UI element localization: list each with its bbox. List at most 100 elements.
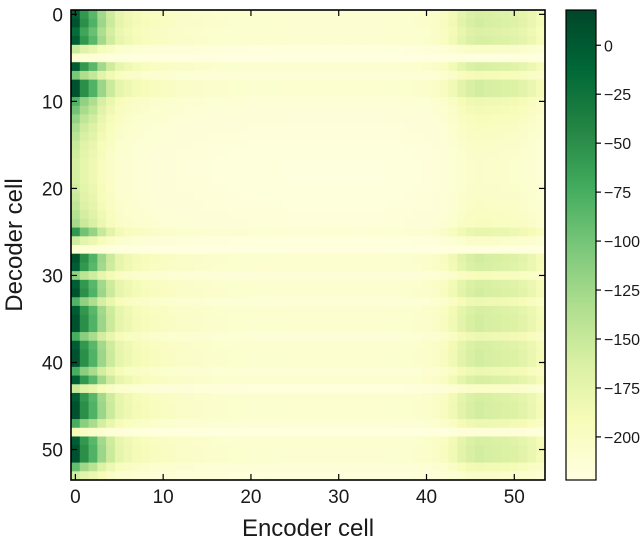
heatmap-cell <box>71 166 81 176</box>
heatmap-cell <box>422 27 432 37</box>
heatmap-cell <box>97 427 107 438</box>
heatmap-cell <box>360 44 371 55</box>
heatmap-cell <box>351 27 362 37</box>
heatmap-cell <box>211 88 221 98</box>
heatmap-cell <box>97 166 107 176</box>
heatmap-cell <box>448 323 458 333</box>
heatmap-cell <box>501 227 511 237</box>
heatmap-cell <box>387 105 397 116</box>
heatmap-cell <box>378 279 388 290</box>
heatmap-cell <box>509 349 520 359</box>
heatmap-cell <box>483 53 493 63</box>
heatmap-cell <box>457 445 467 455</box>
heatmap-cell <box>430 358 441 368</box>
heatmap-cell <box>457 10 467 20</box>
heatmap-cell <box>79 288 90 298</box>
heatmap-cell <box>457 323 467 333</box>
heatmap-cell <box>71 297 81 307</box>
heatmap-cell <box>88 462 98 472</box>
heatmap-cell <box>123 253 134 263</box>
heatmap-cell <box>79 175 90 185</box>
heatmap-cell <box>141 453 151 464</box>
heatmap-cell <box>536 419 546 429</box>
heatmap-cell <box>281 253 292 263</box>
heatmap-cell <box>387 332 397 342</box>
heatmap-cell <box>185 97 195 107</box>
heatmap-cell <box>439 384 450 394</box>
heatmap-cell <box>150 79 160 89</box>
heatmap-cell <box>448 184 458 194</box>
heatmap-cell <box>501 210 511 220</box>
heatmap-cell <box>308 44 318 55</box>
heatmap-cell <box>272 410 283 420</box>
heatmap-cell <box>290 332 300 342</box>
heatmap-cell <box>483 323 493 333</box>
heatmap-cell <box>378 44 388 55</box>
heatmap-cell <box>448 62 458 72</box>
heatmap-cell <box>167 149 177 159</box>
heatmap-cell <box>211 340 221 351</box>
heatmap-cell <box>308 97 318 107</box>
heatmap-cell <box>167 166 177 176</box>
heatmap-cell <box>229 192 239 203</box>
heatmap-cell <box>88 10 98 20</box>
heatmap-cell <box>457 44 467 55</box>
heatmap-cell <box>246 62 256 72</box>
heatmap-cell <box>501 349 511 359</box>
heatmap-cell <box>360 88 371 98</box>
heatmap-cell <box>290 149 300 159</box>
heatmap-cell <box>439 253 450 263</box>
heatmap-cell <box>193 297 204 307</box>
heatmap-cell <box>114 288 125 298</box>
heatmap-cell <box>237 401 248 411</box>
heatmap-cell <box>483 18 493 28</box>
heatmap-cell <box>176 18 186 28</box>
heatmap-cell <box>229 44 239 55</box>
heatmap-cell <box>106 323 116 333</box>
heatmap-cell <box>97 392 107 403</box>
heatmap-cell <box>492 445 502 455</box>
heatmap-cell <box>316 18 327 28</box>
heatmap-cell <box>430 436 441 446</box>
heatmap-cell <box>79 401 90 411</box>
heatmap-cell <box>360 105 371 116</box>
heatmap-cell <box>492 79 502 89</box>
heatmap-cell <box>527 218 537 229</box>
heatmap-cell <box>430 453 441 464</box>
heatmap-cell <box>211 366 221 377</box>
heatmap-cell <box>474 384 485 394</box>
heatmap-cell <box>439 140 450 150</box>
heatmap-cell <box>176 297 186 307</box>
heatmap-cell <box>334 140 344 150</box>
heatmap-cell <box>474 192 485 203</box>
heatmap-cell <box>334 410 344 420</box>
heatmap-cell <box>211 253 221 263</box>
heatmap-cell <box>351 123 362 133</box>
heatmap-cell <box>193 210 204 220</box>
heatmap-cell <box>430 114 441 124</box>
heatmap-cell <box>281 340 292 351</box>
heatmap-cell <box>167 392 177 403</box>
heatmap-cell <box>176 27 186 37</box>
heatmap-cell <box>106 79 116 89</box>
heatmap-cell <box>79 210 90 220</box>
heatmap-cell <box>255 123 265 133</box>
heatmap-cell <box>202 10 213 20</box>
heatmap-cell <box>299 97 309 107</box>
heatmap-cell <box>466 175 476 185</box>
heatmap-cell <box>237 340 248 351</box>
heatmap-cell <box>413 262 423 272</box>
heatmap-cell <box>492 419 502 429</box>
heatmap-cell <box>483 236 493 246</box>
heatmap-cell <box>536 201 546 211</box>
heatmap-cell <box>114 358 125 368</box>
heatmap-cell <box>536 175 546 185</box>
heatmap-cell <box>378 471 388 481</box>
heatmap-cell <box>211 227 221 237</box>
heatmap-cell <box>220 271 230 281</box>
heatmap-cell <box>351 279 362 290</box>
heatmap-cell <box>272 218 283 229</box>
heatmap-cell <box>229 262 239 272</box>
heatmap-cell <box>106 175 116 185</box>
heatmap-cell <box>448 349 458 359</box>
